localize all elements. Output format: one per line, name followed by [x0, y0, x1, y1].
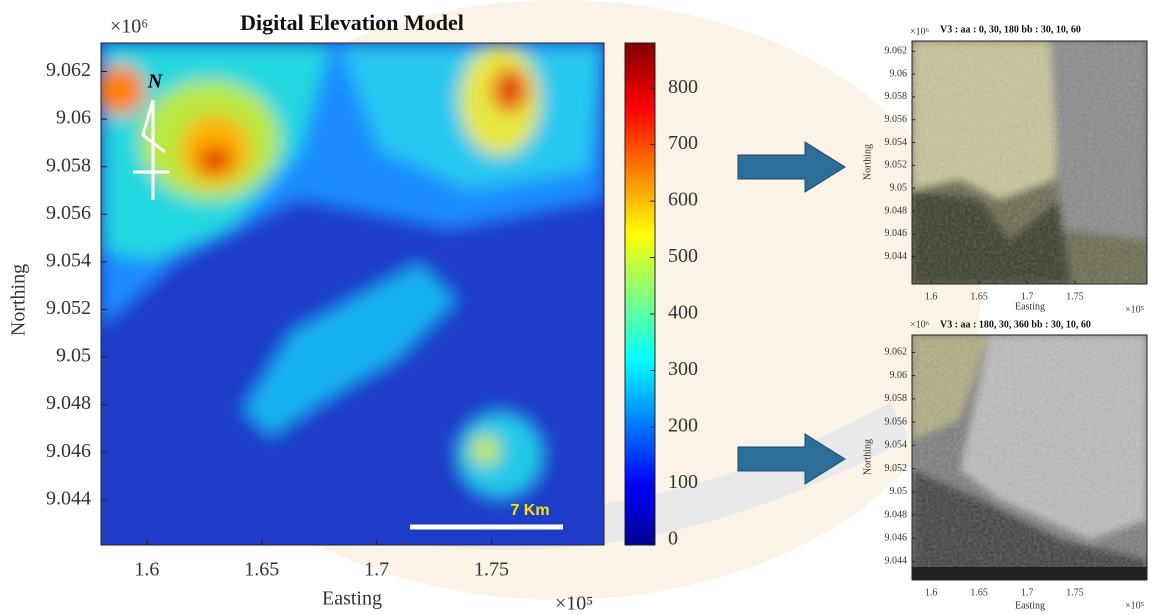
colorbar-tick-label: 200	[668, 415, 698, 437]
hillshade-image-1	[912, 41, 1147, 284]
colorbar-tick-label: 500	[668, 245, 698, 267]
x-exponent: ×10⁵	[555, 593, 593, 615]
x-tick-label: 1.75	[474, 559, 509, 581]
chart-title: V3 : aa : 180, 30, 360 bb : 30, 10, 60	[940, 319, 1091, 330]
y-tick-label: 9.052	[46, 297, 91, 319]
y-tick-label: 9.056	[46, 202, 91, 224]
y-tick-label: 9.054	[885, 440, 908, 451]
y-tick-label: 9.06	[56, 107, 91, 129]
y-tick-label: 9.062	[885, 347, 908, 358]
y-axis-label: Northing	[862, 439, 873, 475]
y-tick-label: 9.062	[885, 46, 908, 57]
y-tick-label: 9.056	[885, 416, 908, 427]
y-tick-label: 9.056	[885, 114, 908, 125]
y-tick-label: 9.044	[885, 556, 908, 567]
y-tick-label: 9.052	[885, 160, 908, 171]
x-tick-label: 1.75	[1066, 291, 1084, 302]
colorbar-tick-label: 400	[668, 302, 698, 324]
colorbar-tick-label: 700	[668, 132, 698, 154]
y-exponent: ×10⁶	[910, 319, 930, 330]
x-axis-label: Easting	[1015, 301, 1045, 312]
y-tick-label: 9.05	[56, 345, 91, 367]
x-tick-label: 1.65	[244, 559, 279, 581]
y-exponent: ×10⁶	[910, 26, 930, 37]
y-tick-label: 9.05	[890, 486, 908, 497]
hillshade-image-2	[912, 335, 1147, 580]
x-tick-label: 1.65	[970, 587, 988, 598]
dem-image: 7 Km N	[95, 43, 604, 545]
y-tick-label: 9.048	[885, 509, 908, 520]
colorbar-tick-label: 0	[668, 528, 678, 550]
y-tick-label: 9.058	[46, 154, 91, 176]
colorbar-tick-label: 100	[668, 471, 698, 493]
y-tick-label: 9.044	[885, 251, 908, 262]
y-tick-label: 9.054	[46, 249, 91, 271]
y-axis-label: Northing	[8, 264, 30, 336]
x-tick-label: 1.6	[925, 291, 938, 302]
x-axis-label: Easting	[1015, 600, 1045, 611]
chart-title: Digital Elevation Model	[240, 10, 464, 35]
y-tick-label: 9.048	[46, 392, 91, 414]
x-tick-label: 1.65	[970, 291, 988, 302]
y-axis-label: Northing	[862, 144, 873, 180]
y-tick-label: 9.06	[890, 370, 908, 381]
y-tick-label: 9.048	[885, 205, 908, 216]
y-tick-label: 9.054	[885, 137, 908, 148]
y-tick-label: 9.06	[890, 68, 908, 79]
y-tick-label: 9.046	[885, 532, 908, 543]
y-tick-label: 9.046	[885, 228, 908, 239]
colorbar-tick-label: 300	[668, 358, 698, 380]
colorbar-tick-label: 800	[668, 76, 698, 98]
north-label: N	[147, 71, 164, 93]
y-tick-label: 9.058	[885, 91, 908, 102]
y-tick-label: 9.046	[46, 440, 91, 462]
y-tick-label: 9.052	[885, 463, 908, 474]
colorbar-tick-label: 600	[668, 189, 698, 211]
x-tick-label: 1.75	[1066, 587, 1084, 598]
y-tick-label: 9.058	[885, 393, 908, 404]
figure: 7 Km N 1.6 1.65 1.7 1.75 9.044 9.046 9.048 9.05…	[0, 0, 1156, 615]
scale-label: 7 Km	[510, 502, 549, 519]
x-tick-label: 1.7	[1021, 587, 1034, 598]
y-exponent: ×10⁶	[110, 16, 148, 38]
x-axis-label: Easting	[322, 588, 382, 610]
x-tick-label: 1.6	[925, 587, 938, 598]
y-tick-label: 9.05	[890, 182, 908, 193]
chart-title: V3 : aa : 0, 30, 180 bb : 30, 10, 60	[940, 24, 1081, 35]
y-tick-label: 9.062	[46, 59, 91, 81]
x-exponent: ×10⁵	[1125, 304, 1144, 315]
x-exponent: ×10⁵	[1125, 600, 1144, 611]
y-tick-label: 9.044	[46, 487, 91, 509]
colorbar	[625, 43, 655, 545]
x-tick-label: 1.6	[134, 559, 159, 581]
x-tick-label: 1.7	[364, 559, 389, 581]
